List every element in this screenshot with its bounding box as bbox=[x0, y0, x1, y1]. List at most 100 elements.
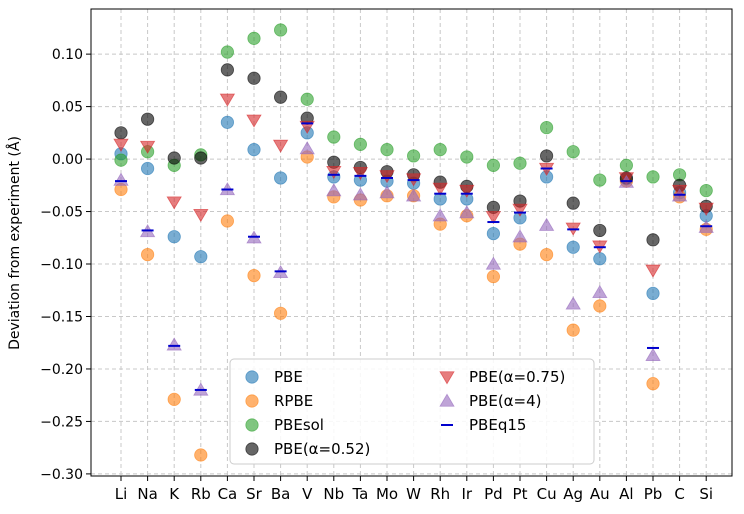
data-point bbox=[593, 173, 607, 187]
y-tick-label: 0.00 bbox=[52, 152, 83, 168]
y-tick-label: −0.05 bbox=[40, 205, 83, 221]
data-point bbox=[593, 299, 607, 313]
data-point bbox=[300, 92, 314, 106]
legend-entry: PBE(α=0.75) bbox=[439, 368, 565, 386]
data-point bbox=[646, 233, 660, 247]
x-tick-label: Pt bbox=[513, 485, 528, 503]
data-marks bbox=[113, 23, 714, 462]
data-point bbox=[405, 188, 422, 202]
data-point bbox=[566, 196, 580, 210]
series-pbeq15 bbox=[115, 122, 713, 391]
data-point bbox=[486, 158, 500, 172]
data-point bbox=[352, 167, 369, 181]
data-point bbox=[299, 141, 315, 155]
data-point bbox=[220, 115, 234, 129]
x-tick-label: C bbox=[674, 485, 684, 503]
data-point bbox=[113, 138, 129, 152]
data-point bbox=[538, 217, 555, 231]
series-pbesol bbox=[114, 23, 713, 198]
legend-marker bbox=[439, 393, 455, 407]
data-point bbox=[699, 183, 713, 198]
data-point bbox=[459, 205, 475, 219]
data-point bbox=[139, 140, 156, 154]
data-point bbox=[141, 161, 155, 176]
data-point bbox=[593, 223, 607, 238]
grid bbox=[91, 9, 732, 476]
data-point bbox=[646, 286, 660, 300]
legend: PBE RPBE PBEsol PBE(α=0.52) PBE(α=0.75) PBE(α… bbox=[229, 358, 595, 465]
data-point bbox=[141, 112, 155, 126]
data-point bbox=[167, 230, 181, 244]
data-point bbox=[113, 172, 129, 186]
data-point bbox=[379, 170, 395, 184]
y-tick-label: −0.20 bbox=[40, 362, 83, 378]
x-tick-label: Ir bbox=[462, 485, 473, 503]
data-point bbox=[352, 187, 369, 201]
data-point bbox=[592, 284, 608, 298]
x-tick-label: Sr bbox=[246, 485, 263, 503]
x-tick-label: Na bbox=[137, 485, 157, 503]
data-point bbox=[433, 143, 447, 157]
x-axis: Li Na K Rb Ca Sr Ba V Nb Ta Mo W Rh Ir Pd Pt Cu Ag Au Al Pb C… bbox=[115, 476, 713, 503]
data-point bbox=[645, 347, 661, 361]
data-point bbox=[539, 247, 554, 262]
x-tick-label: Mo bbox=[376, 485, 398, 503]
data-point bbox=[645, 264, 661, 278]
x-tick-label: Ba bbox=[271, 485, 290, 503]
data-point bbox=[619, 158, 634, 172]
data-point bbox=[565, 296, 581, 310]
data-point bbox=[539, 120, 554, 135]
legend-label: PBE(α=0.52) bbox=[274, 440, 370, 458]
legend-label: RPBE bbox=[274, 392, 313, 410]
data-point bbox=[327, 130, 341, 144]
x-tick-label: Rh bbox=[430, 485, 450, 503]
data-point bbox=[512, 203, 528, 217]
data-point bbox=[247, 143, 261, 157]
legend-marker bbox=[245, 370, 259, 384]
data-point bbox=[593, 252, 607, 266]
x-tick-label: Pd bbox=[484, 485, 503, 503]
data-point bbox=[273, 90, 288, 104]
data-point bbox=[539, 149, 554, 163]
legend-marker bbox=[245, 442, 259, 456]
data-point bbox=[194, 151, 208, 165]
legend-entry: PBE bbox=[245, 368, 303, 386]
x-tick-label: V bbox=[302, 485, 313, 503]
data-point bbox=[193, 209, 209, 223]
data-point bbox=[220, 45, 234, 59]
data-point bbox=[698, 202, 714, 216]
data-point bbox=[220, 214, 234, 228]
data-point bbox=[167, 151, 181, 165]
y-tick-label: 0.05 bbox=[52, 100, 83, 116]
data-point bbox=[326, 183, 342, 197]
legend-box bbox=[229, 358, 595, 465]
x-tick-label: Cu bbox=[537, 485, 557, 503]
data-point bbox=[272, 139, 289, 153]
data-point bbox=[460, 150, 474, 164]
y-tick-label: −0.30 bbox=[40, 467, 83, 483]
data-point bbox=[114, 153, 128, 167]
data-point bbox=[646, 170, 660, 184]
x-tick-label: Si bbox=[699, 485, 713, 503]
data-point bbox=[273, 306, 288, 320]
data-point bbox=[246, 114, 262, 128]
data-point bbox=[486, 270, 500, 284]
legend-entry: PBEq15 bbox=[441, 416, 526, 434]
legend-label: PBEq15 bbox=[469, 416, 526, 434]
x-tick-label: Li bbox=[115, 485, 128, 503]
data-point bbox=[459, 184, 475, 198]
data-point bbox=[141, 247, 155, 262]
data-point bbox=[485, 211, 502, 225]
y-tick-label: −0.15 bbox=[40, 309, 83, 325]
x-tick-label: Ag bbox=[563, 485, 583, 503]
data-point bbox=[220, 63, 234, 77]
data-point bbox=[432, 182, 448, 196]
legend-label: PBE(α=0.75) bbox=[469, 368, 565, 386]
data-point bbox=[486, 226, 500, 241]
y-axis: 0.10 0.05 0.00 −0.05 −0.10 −0.15 −0.20 −0.25 −0.… bbox=[40, 47, 91, 483]
data-point bbox=[512, 229, 528, 243]
x-tick-label: Nb bbox=[323, 485, 344, 503]
legend-entry: PBE(α=0.52) bbox=[245, 440, 370, 458]
x-tick-label: Ta bbox=[351, 485, 368, 503]
data-point bbox=[566, 323, 580, 337]
